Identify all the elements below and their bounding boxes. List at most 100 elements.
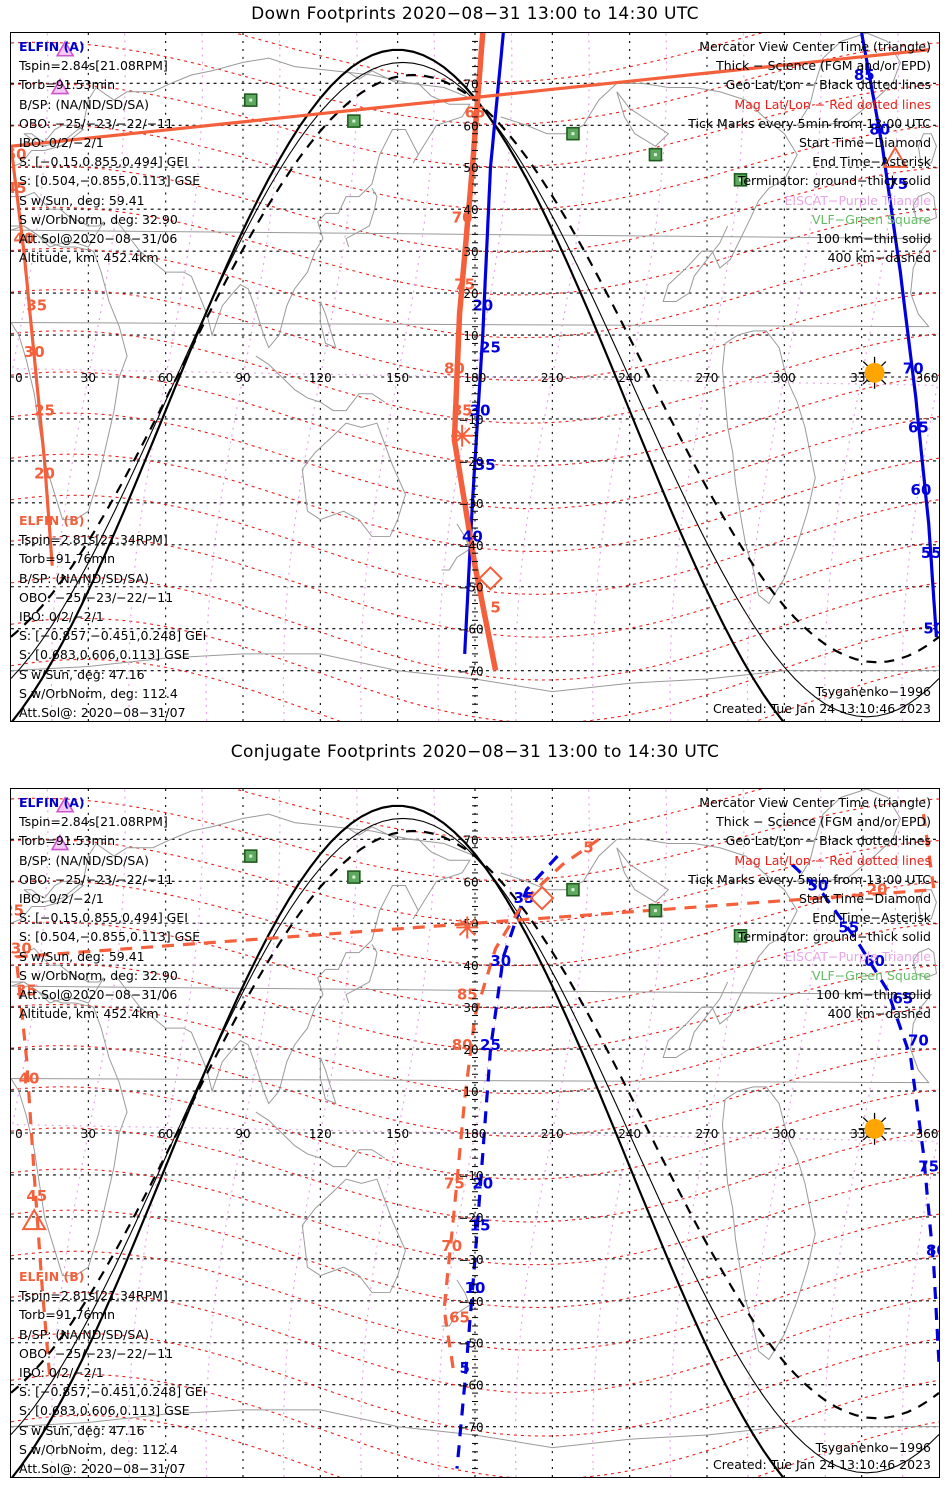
track-tick-label: 75 <box>887 175 908 193</box>
track-tick-label: 25 <box>480 339 501 357</box>
coastline <box>616 91 670 147</box>
sat-b-info-line: Torb=91.76min <box>19 551 116 567</box>
lon-tick-label: 270 <box>696 1127 719 1141</box>
track-tick-label: 45 <box>11 179 27 197</box>
eiscat-purple-triangle <box>55 40 75 57</box>
mag-lat-line <box>11 412 939 510</box>
lat-tick-label: 70 <box>463 833 478 847</box>
track-tick-label: 50 <box>923 620 939 638</box>
sat-a-info-line: S w/Sun, deg: 59.41 <box>19 948 145 964</box>
lat-tick-label: 40 <box>463 959 478 973</box>
center-time-triangle <box>21 1208 47 1231</box>
sat-a-info-line: IBO: 0/2/−2/1 <box>19 135 104 151</box>
lat-tick-label: −20 <box>458 1211 483 1225</box>
sat-b-info-line: S: [0.683,0.606,0.113] GSE <box>19 647 190 663</box>
lon-tick-label: 300 <box>773 371 796 385</box>
lon-tick-label: 0 <box>15 1127 23 1141</box>
vlf-square-center <box>352 119 356 123</box>
satellite-track <box>11 48 929 566</box>
track-tick-label: 60 <box>911 481 932 499</box>
coastline <box>11 981 933 1277</box>
sat-b-info-line: Torb=91.76min <box>19 1307 116 1323</box>
track-tick-label: 5 <box>490 599 500 617</box>
mag-lat-line <box>11 1373 939 1477</box>
legend-item: EISCAT−Purple Triangle <box>784 948 931 964</box>
track-tick-label: 35 <box>16 981 37 999</box>
coastline <box>11 124 85 168</box>
legend-item: 400 km−dashed <box>827 1006 931 1022</box>
track-tick-label: 30 <box>11 939 32 957</box>
track-tick-label: 35 <box>475 456 496 474</box>
lat-tick-label: 10 <box>463 1085 478 1099</box>
mag-lat-line <box>11 1291 939 1394</box>
sun-ray <box>862 1134 869 1141</box>
sat-a-info-line: B/SP: (NA/ND/SD/SA) <box>19 96 149 112</box>
sat-a-info-line: IBO: 0/2/−2/1 <box>19 891 104 907</box>
mag-lat-line <box>11 880 939 967</box>
sat-a-name: ELFIN (A) <box>19 795 85 810</box>
sat-b-info-line: Tspin=2.81s[21.34RPM] <box>19 1288 168 1304</box>
panel-down-footprints: Down Footprints 2020−08−31 13:00 to 14:3… <box>0 0 950 738</box>
vlf-square-center <box>571 132 575 136</box>
coastline <box>912 191 937 223</box>
sat-a-info-line: Torb=91.53min <box>19 77 116 93</box>
legend-item: VLF−Green Square <box>811 211 931 227</box>
map-plot: 3530252015105505560657075802058580757065… <box>11 789 939 1477</box>
legend-item: EISCAT−Purple Triangle <box>784 192 931 208</box>
lon-tick-label: 30 <box>81 1127 96 1141</box>
credits: Tsyganenko−1996 Created: Tue Jan 24 13:10… <box>713 683 931 717</box>
start-time-diamond <box>478 565 503 591</box>
vlf-square-center <box>352 875 356 879</box>
created-label: Created: Tue Jan 24 13:10:46 2023 <box>712 1457 931 1472</box>
start-time-diamond <box>529 885 555 911</box>
sat-a-info: ELFIN (A) Tspin=2.84s[21.08RPM] Torb=91.53… <box>19 793 200 1023</box>
track-tick-label: 25 <box>480 1036 501 1054</box>
coastline <box>912 947 937 979</box>
legend-item: Start Time−Diamond <box>798 135 931 151</box>
track-tick-label: 85 <box>452 402 473 420</box>
sat-a-info: ELFIN (A) Tspin=2.84s[21.08RPM] Torb=91.53… <box>19 37 200 267</box>
lat-tick-label: 10 <box>463 329 478 343</box>
lat-tick-label: −30 <box>458 1253 483 1267</box>
track-tick-label: 75 <box>444 1174 465 1192</box>
panel-title: Conjugate Footprints 2020−08−31 13:00 to… <box>230 742 720 762</box>
lat-tick-label: −50 <box>458 1337 483 1351</box>
lat-tick-label: 70 <box>463 77 478 91</box>
coastline <box>319 1057 337 1105</box>
track-tick-label: 80 <box>926 1241 939 1259</box>
coastline <box>255 1111 386 1168</box>
time-markers <box>21 885 555 1231</box>
track-tick-label: 70 <box>903 360 924 378</box>
lon-tick-label: 210 <box>541 1127 564 1141</box>
sat-a-info-line: Tspin=2.84s[21.08RPM] <box>19 58 168 74</box>
lat-tick-label: 20 <box>463 287 478 301</box>
track-tick-label: 35 <box>26 297 47 315</box>
sat-b-info-line: IBO: 0/2/−2/1 <box>19 609 104 625</box>
satellite-track <box>790 863 939 1364</box>
sat-b-info: ELFIN (B) Tspin=2.81s[21.34RPM] Torb=91.76… <box>19 1267 206 1477</box>
end-time-asterisk <box>453 427 471 445</box>
legend-item: Geo Lat/Lon − Black dotted lines <box>725 833 931 849</box>
sun-ray <box>862 378 869 385</box>
track-tick-label: 20 <box>34 464 55 482</box>
satellite-track <box>463 33 505 654</box>
mag-lat-line <box>11 658 939 721</box>
mag-lat-line <box>11 1209 939 1309</box>
track-tick-label: 45 <box>26 1187 47 1205</box>
lat-tick-label: −40 <box>458 1295 483 1309</box>
eiscat-stations <box>50 796 75 851</box>
map-frame: 2025303540858075706560555065707580855504… <box>10 32 940 722</box>
center-time-triangle <box>882 145 908 168</box>
lon-tick-label: 210 <box>541 371 564 385</box>
sun-disc <box>864 1118 885 1139</box>
mag-lat-line <box>11 1332 939 1437</box>
sun-ray <box>862 361 869 367</box>
mag-lat-line <box>11 248 939 339</box>
track-tick-label: 60 <box>864 952 885 970</box>
sun-ray <box>880 361 887 367</box>
legend-item: Tick Marks every 5min from 13:00 UTC <box>688 115 931 131</box>
sat-a-info-line: S w/OrbNorm, deg: 32.90 <box>19 211 178 227</box>
legend-item: 400 km−dashed <box>827 250 931 266</box>
